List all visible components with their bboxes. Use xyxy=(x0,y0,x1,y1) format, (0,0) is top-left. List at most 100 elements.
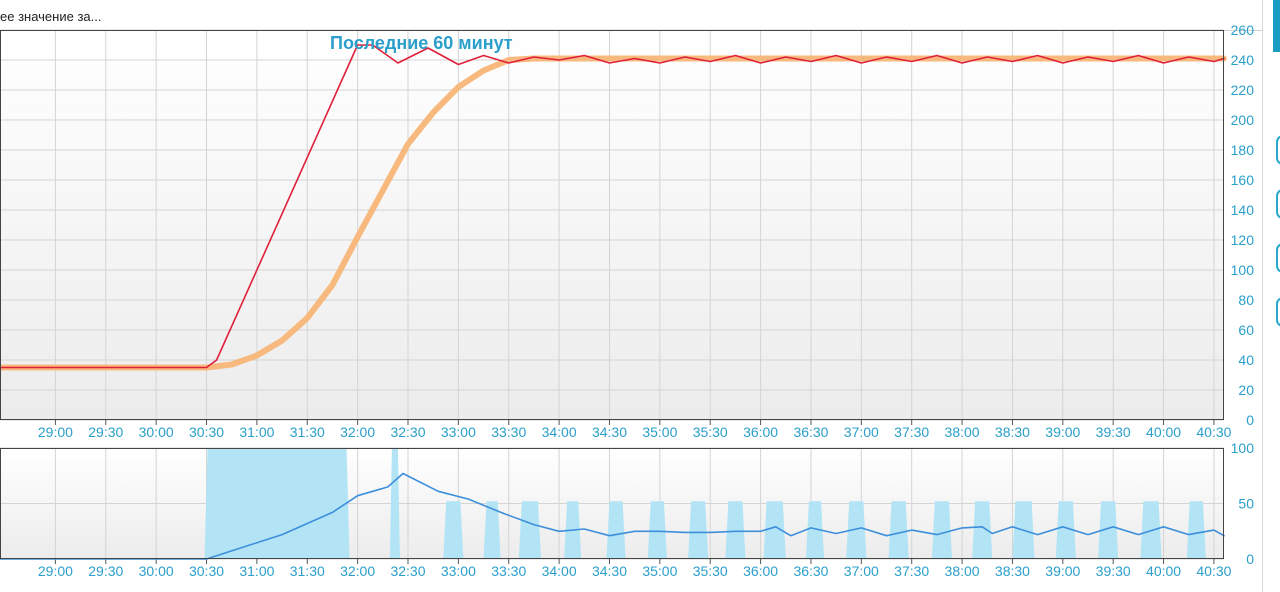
lower-x-tick-label: 33:00 xyxy=(441,563,476,579)
lower-output-bar xyxy=(518,501,541,559)
lower-x-tick-label: 34:00 xyxy=(542,563,577,579)
upper-x-tick-label: 29:00 xyxy=(38,424,73,440)
upper-series-line-1 xyxy=(0,55,1227,371)
lower-x-tick-label: 29:00 xyxy=(38,563,73,579)
upper-x-tick-label: 34:00 xyxy=(542,424,577,440)
lower-y-tick-label: 50 xyxy=(1238,496,1254,512)
upper-x-tick-label: 32:30 xyxy=(390,424,425,440)
upper-x-tick-label: 40:00 xyxy=(1146,424,1181,440)
upper-x-tick-label: 31:30 xyxy=(290,424,325,440)
upper-frame xyxy=(0,30,1224,420)
upper-y-tick-label: 260 xyxy=(1231,22,1255,38)
upper-x-tick-label: 36:30 xyxy=(793,424,828,440)
lower-output-bar xyxy=(931,501,952,559)
lower-output-bar xyxy=(846,501,867,559)
lower-x-tick-label: 31:30 xyxy=(290,563,325,579)
upper-y-tick-label: 20 xyxy=(1238,382,1254,398)
lower-output-bar xyxy=(443,501,464,559)
upper-y-tick-label: 60 xyxy=(1238,322,1254,338)
upper-x-tick-label: 37:00 xyxy=(844,424,879,440)
lower-x-tick-label: 31:00 xyxy=(239,563,274,579)
upper-y-tick-label: 160 xyxy=(1231,172,1255,188)
header-label: ее значение за... xyxy=(0,9,102,24)
upper-y-tick-label: 220 xyxy=(1231,82,1255,98)
lower-output-bar xyxy=(1098,501,1119,559)
upper-x-tick-label: 32:00 xyxy=(340,424,375,440)
upper-y-tick-label: 200 xyxy=(1231,112,1255,128)
lower-y-tick-label: 0 xyxy=(1246,551,1254,567)
lower-x-tick-label: 29:30 xyxy=(88,563,123,579)
upper-x-tick-label: 35:00 xyxy=(642,424,677,440)
lower-output-bar xyxy=(688,501,709,559)
lower-output-bar xyxy=(204,448,350,559)
upper-x-tick-label: 39:30 xyxy=(1096,424,1131,440)
upper-x-tick-label: 38:00 xyxy=(945,424,980,440)
upper-plot: 0 20 40 60 80 100 120 140 160 180 200 220 240 260 29:0… xyxy=(0,22,1254,440)
lower-output-bar xyxy=(888,501,909,559)
lower-output-bar xyxy=(647,501,667,559)
upper-y-tick-label: 0 xyxy=(1246,412,1254,428)
lower-x-tick-label: 34:30 xyxy=(592,563,627,579)
upper-x-tick-label: 36:00 xyxy=(743,424,778,440)
side-button-3[interactable] xyxy=(1276,243,1280,273)
lower-x-tick-label: 36:00 xyxy=(743,563,778,579)
upper-x-tick-label: 40:30 xyxy=(1196,424,1231,440)
lower-x-tick-label: 39:30 xyxy=(1096,563,1131,579)
lower-output-bar xyxy=(805,501,825,559)
upper-y-tick-label: 80 xyxy=(1238,292,1254,308)
lower-x-tick-label: 33:30 xyxy=(491,563,526,579)
lower-x-tick-label: 40:00 xyxy=(1146,563,1181,579)
upper-x-tick-label: 35:30 xyxy=(693,424,728,440)
lower-output-bar xyxy=(1055,501,1076,559)
lower-x-tick-label: 38:30 xyxy=(995,563,1030,579)
side-button-1[interactable] xyxy=(1276,135,1280,165)
upper-x-tick-label: 30:00 xyxy=(139,424,174,440)
chart-title: Последние 60 минут xyxy=(330,33,513,53)
upper-x-tick-label: 39:00 xyxy=(1045,424,1080,440)
lower-plot: 0 50 100 29:00 29:30 30:00 30:30 31:00 31:30 32:0… xyxy=(0,440,1254,579)
lower-x-tick-label: 30:30 xyxy=(189,563,224,579)
lower-x-tick-label: 40:30 xyxy=(1196,563,1231,579)
upper-y-tick-label: 120 xyxy=(1231,232,1255,248)
lower-x-tick-label: 37:00 xyxy=(844,563,879,579)
lower-output-bar xyxy=(725,501,746,559)
upper-y-tick-label: 180 xyxy=(1231,142,1255,158)
lower-x-tick-label: 35:00 xyxy=(642,563,677,579)
upper-y-tick-label: 40 xyxy=(1238,352,1254,368)
upper-x-tick-label: 34:30 xyxy=(592,424,627,440)
lower-series-line-1 xyxy=(0,472,1225,560)
lower-x-tick-label: 30:00 xyxy=(139,563,174,579)
lower-output-bar xyxy=(606,501,626,559)
lower-x-tick-label: 38:00 xyxy=(945,563,980,579)
lower-y-tick-label: 100 xyxy=(1231,440,1255,456)
upper-x-tick-label: 30:30 xyxy=(189,424,224,440)
upper-y-tick-label: 140 xyxy=(1231,202,1255,218)
lower-output-bar xyxy=(483,501,501,559)
lower-x-tick-label: 35:30 xyxy=(693,563,728,579)
upper-x-tick-label: 31:00 xyxy=(239,424,274,440)
upper-x-tick-label: 29:30 xyxy=(88,424,123,440)
lower-output-bar xyxy=(389,448,400,559)
side-button-2[interactable] xyxy=(1276,189,1280,219)
upper-x-tick-label: 33:00 xyxy=(441,424,476,440)
upper-series-line-2 xyxy=(0,44,1225,369)
lower-frame xyxy=(0,448,1224,559)
lower-x-tick-label: 32:00 xyxy=(340,563,375,579)
side-button-4[interactable] xyxy=(1276,297,1280,327)
upper-x-tick-label: 38:30 xyxy=(995,424,1030,440)
lower-x-tick-label: 32:30 xyxy=(390,563,425,579)
upper-x-tick-label: 33:30 xyxy=(491,424,526,440)
right-accent-tab[interactable] xyxy=(1273,0,1280,52)
upper-x-tick-label: 37:30 xyxy=(894,424,929,440)
upper-y-tick-label: 240 xyxy=(1231,52,1255,68)
lower-x-tick-label: 37:30 xyxy=(894,563,929,579)
upper-background xyxy=(0,30,1224,420)
lower-output-bar xyxy=(1186,501,1206,559)
upper-y-tick-label: 100 xyxy=(1231,262,1255,278)
right-panel-strip xyxy=(1262,0,1280,592)
lower-x-tick-label: 39:00 xyxy=(1045,563,1080,579)
lower-output-bar xyxy=(972,501,993,559)
lower-output-bar xyxy=(763,501,786,559)
lower-x-tick-label: 36:30 xyxy=(793,563,828,579)
